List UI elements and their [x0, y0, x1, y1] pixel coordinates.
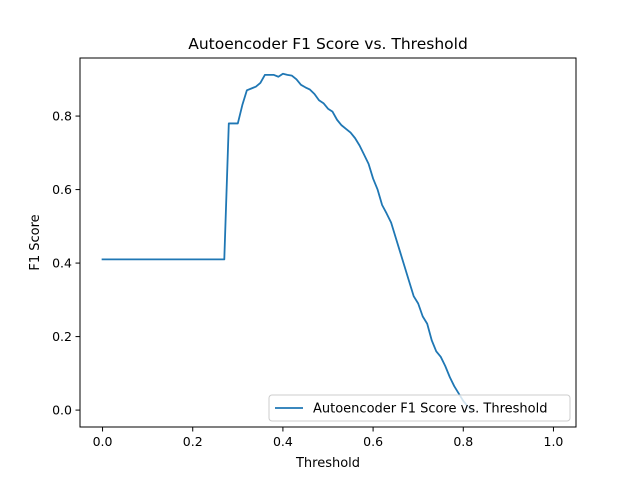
legend: Autoencoder F1 Score vs. Threshold — [268, 394, 571, 422]
series-layer — [101, 72, 474, 412]
x-axis-label: Threshold — [295, 456, 360, 471]
x-tick-label: 1.0 — [544, 434, 564, 449]
x-tick-label: 0.8 — [453, 434, 473, 449]
legend-entry-label: Autoencoder F1 Score vs. Threshold — [313, 402, 547, 417]
x-axis-ticks: 0.0 0.2 0.4 0.6 0.8 1.0 — [93, 427, 564, 449]
y-axis-ticks: 0.0 0.2 0.4 0.6 0.8 — [52, 109, 80, 418]
series-line — [101, 72, 474, 412]
y-tick-label: 0.4 — [52, 256, 72, 271]
legend-box — [268, 394, 571, 422]
x-tick-label: 0.4 — [273, 434, 293, 449]
axes-frame — [79, 57, 577, 428]
y-tick-label: 0.2 — [52, 329, 72, 344]
y-tick-label: 0.0 — [52, 403, 72, 418]
x-tick-label: 0.0 — [93, 434, 113, 449]
y-tick-label: 0.6 — [52, 182, 72, 197]
y-tick-label: 0.8 — [52, 109, 72, 124]
chart-title: Autoencoder F1 Score vs. Threshold — [188, 35, 468, 53]
plot-area: 0.0 0.2 0.4 0.6 0.8 1.0 0.0 0.2 0.4 0.6 0.8 — [52, 57, 577, 449]
x-tick-label: 0.2 — [183, 434, 203, 449]
x-tick-label: 0.6 — [363, 434, 383, 449]
y-axis-label: F1 Score — [28, 214, 43, 270]
